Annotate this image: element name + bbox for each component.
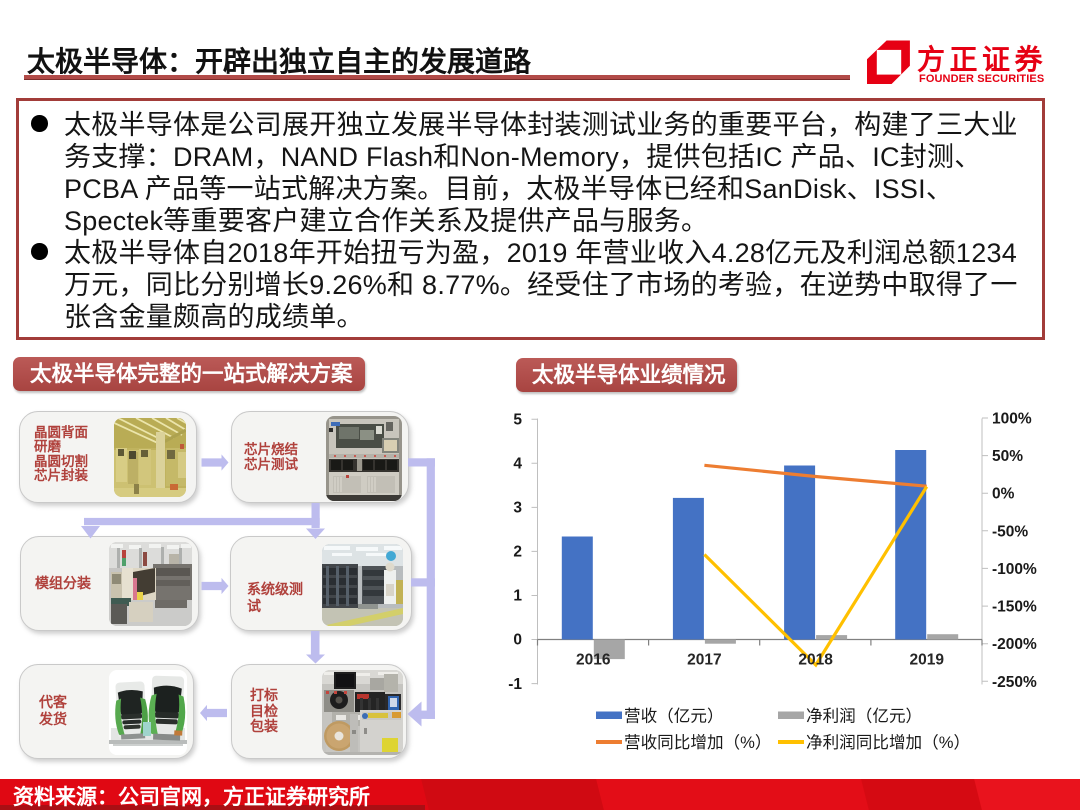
- svg-text:2019: 2019: [909, 652, 944, 669]
- svg-text:100%: 100%: [992, 411, 1032, 428]
- svg-text:营收同比增加（%）: 营收同比增加（%）: [624, 733, 772, 752]
- svg-text:4: 4: [513, 456, 522, 473]
- svg-text:2018: 2018: [798, 652, 833, 669]
- svg-text:5: 5: [513, 412, 522, 429]
- svg-text:营收（亿元）: 营收（亿元）: [624, 707, 724, 726]
- svg-text:-150%: -150%: [992, 599, 1037, 616]
- svg-text:-250%: -250%: [992, 674, 1037, 691]
- svg-text:净利润同比增加（%）: 净利润同比增加（%）: [806, 733, 970, 752]
- svg-text:3: 3: [513, 500, 522, 517]
- svg-text:50%: 50%: [992, 448, 1023, 465]
- svg-text:0: 0: [513, 632, 522, 649]
- svg-text:2016: 2016: [576, 652, 611, 669]
- svg-text:-50%: -50%: [992, 523, 1028, 540]
- svg-text:2017: 2017: [687, 652, 721, 669]
- svg-text:-200%: -200%: [992, 636, 1037, 653]
- svg-text:1: 1: [513, 588, 522, 605]
- svg-text:0%: 0%: [992, 486, 1015, 503]
- svg-text:2: 2: [513, 544, 522, 561]
- svg-text:-1: -1: [508, 676, 522, 693]
- svg-text:-100%: -100%: [992, 561, 1037, 578]
- svg-text:净利润（亿元）: 净利润（亿元）: [806, 707, 922, 726]
